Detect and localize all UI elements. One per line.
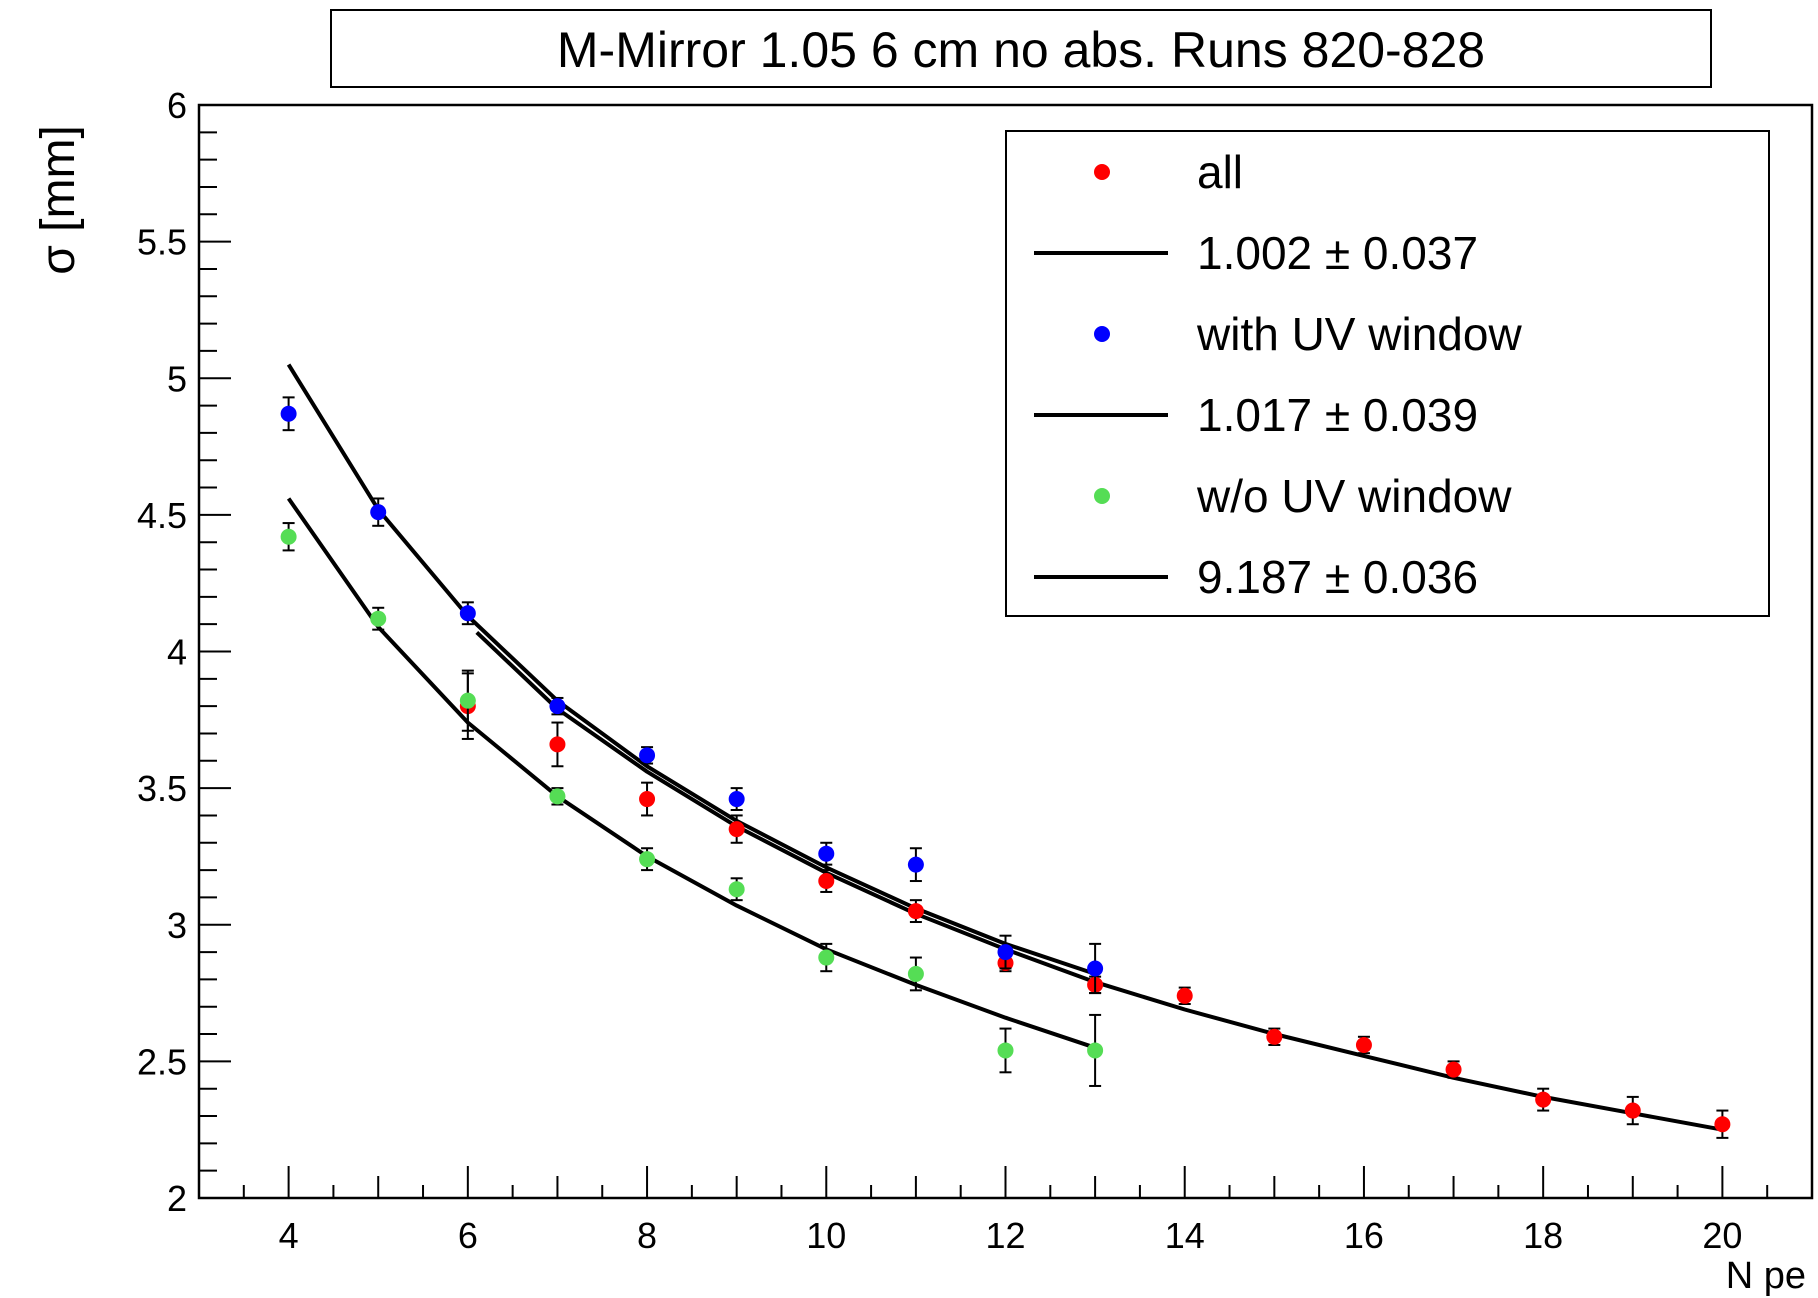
data-point bbox=[370, 610, 387, 627]
data-point bbox=[907, 903, 924, 920]
data-point bbox=[907, 965, 924, 982]
axis-ticks: 4 6 8 10 12 14 16 18 20 2 2.5 3 3.5 4 4.5 5 5.5 6 bbox=[137, 85, 1813, 1256]
data-point bbox=[818, 845, 835, 862]
legend: all 1.002 ± 0.037 with UV window 1.017 ± 0.… bbox=[1005, 130, 1770, 617]
data-point bbox=[728, 881, 745, 898]
y-tick-label: 5.5 bbox=[137, 222, 187, 263]
data-point bbox=[997, 944, 1014, 961]
legend-label: w/o UV window bbox=[1196, 470, 1512, 522]
x-tick-label: 6 bbox=[458, 1215, 478, 1256]
data-point bbox=[1355, 1036, 1372, 1053]
x-tick-label: 10 bbox=[806, 1215, 846, 1256]
data-point bbox=[280, 528, 297, 545]
y-tick-label: 4 bbox=[167, 632, 187, 673]
fit-curve bbox=[286, 497, 1096, 1050]
data-point bbox=[1087, 960, 1104, 977]
legend-entries: all 1.002 ± 0.037 with UV window 1.017 ± 0.… bbox=[1034, 146, 1522, 603]
y-tick-label: 2.5 bbox=[137, 1041, 187, 1082]
data-point bbox=[1266, 1028, 1283, 1045]
legend-label: 9.187 ± 0.036 bbox=[1197, 551, 1478, 603]
legend-marker bbox=[1094, 164, 1110, 180]
data-point bbox=[1624, 1102, 1641, 1119]
chart-title: M-Mirror 1.05 6 cm no abs. Runs 820-828 bbox=[557, 22, 1485, 78]
legend-label: 1.017 ± 0.039 bbox=[1197, 389, 1478, 441]
x-tick-label: 4 bbox=[279, 1215, 299, 1256]
x-tick-label: 12 bbox=[985, 1215, 1025, 1256]
data-point bbox=[1535, 1091, 1552, 1108]
data-point bbox=[639, 747, 656, 764]
legend-marker bbox=[1094, 488, 1110, 504]
fit-curve bbox=[286, 363, 1096, 976]
y-tick-label: 3.5 bbox=[137, 768, 187, 809]
data-point bbox=[907, 856, 924, 873]
data-point bbox=[1445, 1061, 1462, 1078]
data-point bbox=[459, 605, 476, 622]
y-tick-label: 4.5 bbox=[137, 495, 187, 536]
data-point bbox=[818, 873, 835, 890]
x-axis-label: N pe bbox=[1726, 1255, 1806, 1297]
legend-box bbox=[1005, 130, 1770, 617]
x-tick-label: 8 bbox=[637, 1215, 657, 1256]
legend-label: with UV window bbox=[1196, 308, 1522, 360]
data-points bbox=[280, 396, 1731, 1139]
y-tick-label: 3 bbox=[167, 905, 187, 946]
y-tick-label: 5 bbox=[167, 358, 187, 399]
data-point bbox=[818, 949, 835, 966]
legend-marker bbox=[1094, 326, 1110, 342]
data-point bbox=[459, 692, 476, 709]
data-point bbox=[549, 736, 566, 753]
data-point bbox=[728, 821, 745, 838]
data-point bbox=[280, 405, 297, 422]
x-tick-label: 18 bbox=[1523, 1215, 1563, 1256]
legend-label: all bbox=[1197, 146, 1243, 198]
data-point bbox=[728, 791, 745, 808]
y-tick-label: 2 bbox=[167, 1178, 187, 1219]
data-point bbox=[639, 851, 656, 868]
x-tick-label: 20 bbox=[1702, 1215, 1742, 1256]
data-point bbox=[1176, 987, 1193, 1004]
data-point bbox=[997, 1042, 1014, 1059]
data-point bbox=[370, 504, 387, 521]
x-tick-label: 16 bbox=[1344, 1215, 1384, 1256]
data-point bbox=[639, 791, 656, 808]
data-point bbox=[549, 698, 566, 715]
x-tick-label: 14 bbox=[1165, 1215, 1205, 1256]
data-point bbox=[1714, 1116, 1731, 1133]
data-point bbox=[1087, 1042, 1104, 1059]
title-box bbox=[330, 9, 1712, 88]
plot-frame bbox=[197, 103, 1814, 1200]
y-axis-label: σ [mm] bbox=[32, 125, 85, 275]
y-tick-label: 6 bbox=[167, 85, 187, 126]
data-point bbox=[549, 788, 566, 805]
legend-label: 1.002 ± 0.037 bbox=[1197, 227, 1478, 279]
